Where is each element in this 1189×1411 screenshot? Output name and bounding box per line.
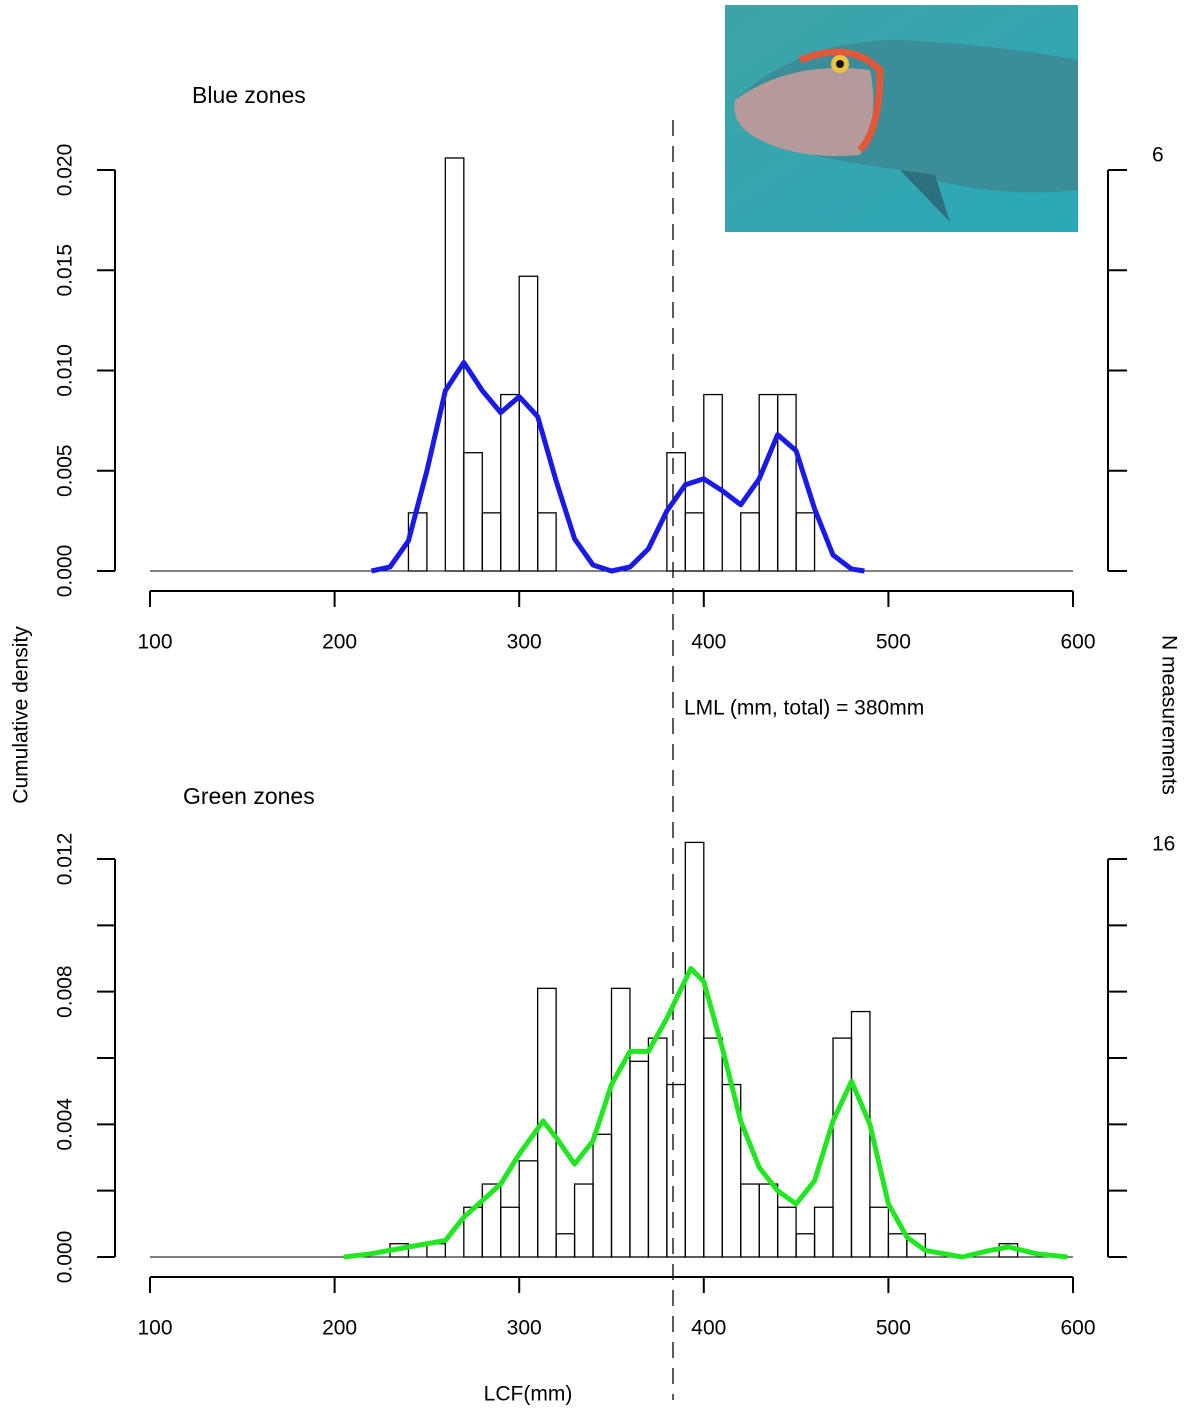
y-tick-label: 0.008 <box>54 965 77 1018</box>
y-tick-label: 0.015 <box>54 244 77 297</box>
panel-title: Green zones <box>183 783 315 809</box>
x-tick-label: 300 <box>507 631 542 654</box>
bar <box>537 987 557 1258</box>
bar <box>666 1083 686 1258</box>
y2-tick-label: 6 <box>1152 144 1164 167</box>
bar <box>887 1233 908 1258</box>
x-tick-label: 400 <box>691 1317 726 1340</box>
bar <box>537 512 557 572</box>
bar <box>795 512 816 572</box>
bar <box>592 1133 613 1258</box>
x-tick-label: 100 <box>137 1317 172 1340</box>
bar <box>832 1037 853 1258</box>
y2-tick-label: 16 <box>1152 833 1175 856</box>
y2-axis-label: N measurements <box>1157 635 1180 795</box>
y-tick-label: 0.000 <box>54 1231 77 1284</box>
bar <box>555 1233 576 1258</box>
bar <box>518 1160 539 1258</box>
bar <box>684 841 705 1258</box>
bar <box>463 452 483 572</box>
bar <box>647 1037 668 1258</box>
bar <box>500 1206 520 1258</box>
x-tick-label: 300 <box>507 1317 542 1340</box>
bar <box>869 1206 890 1258</box>
x-tick-label: 500 <box>876 631 911 654</box>
x-tick-label: 200 <box>322 1317 357 1340</box>
y-axis-label: Cumulative density <box>10 626 33 804</box>
bar <box>758 1183 779 1258</box>
bar <box>573 1183 594 1258</box>
bar <box>758 393 779 572</box>
bar <box>610 987 631 1258</box>
bar <box>666 452 686 572</box>
bar <box>776 393 797 572</box>
x-tick-label: 200 <box>322 631 357 654</box>
bar <box>740 512 760 572</box>
y-tick-label: 0.012 <box>54 833 77 886</box>
panel-title: Blue zones <box>192 82 306 108</box>
bar <box>684 512 705 572</box>
fish-photo <box>725 5 1078 232</box>
x-tick-label: 500 <box>876 1317 911 1340</box>
x-tick-label: 600 <box>1060 631 1095 654</box>
annotation: LML (mm, total) = 380mm <box>684 697 924 720</box>
y-tick-label: 0.004 <box>54 1098 77 1151</box>
x-tick-label: 400 <box>691 631 726 654</box>
bar <box>703 393 723 572</box>
bar <box>795 1233 816 1258</box>
bar <box>776 1206 797 1258</box>
bar <box>481 512 502 572</box>
bar <box>813 1206 834 1258</box>
y-tick-label: 0.000 <box>54 545 77 598</box>
x-axis-label: LCF(mm) <box>484 1383 573 1406</box>
bar <box>740 1183 760 1258</box>
density-curve <box>343 966 1068 1260</box>
x-tick-label: 100 <box>137 631 172 654</box>
bar <box>629 1060 650 1258</box>
y-tick-label: 0.010 <box>54 344 77 397</box>
y-tick-label: 0.020 <box>54 144 77 197</box>
bar <box>703 1037 723 1258</box>
bar <box>850 1010 871 1258</box>
bar <box>500 393 520 572</box>
density-curve <box>370 360 865 574</box>
bar <box>518 275 539 572</box>
x-tick-label: 600 <box>1060 1317 1095 1340</box>
bar <box>906 1233 926 1258</box>
y-tick-label: 0.005 <box>54 444 77 497</box>
